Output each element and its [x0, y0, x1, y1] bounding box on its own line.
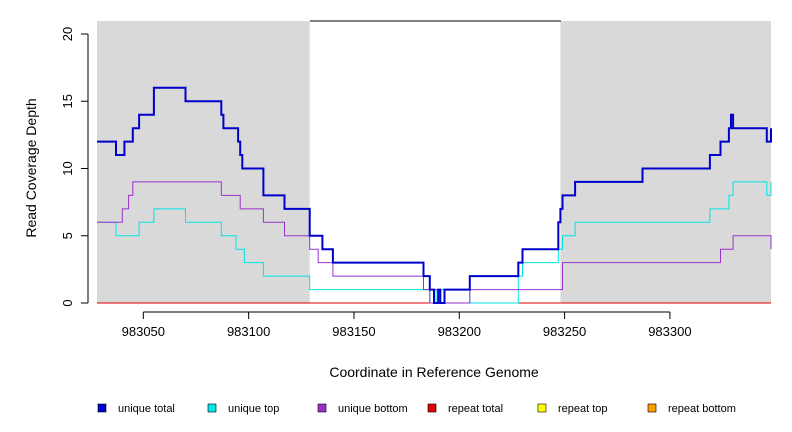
legend-label-repeat-bottom: repeat bottom	[668, 403, 736, 415]
series-line-unique-total	[97, 86, 772, 304]
y-tick-label: 10	[60, 161, 75, 175]
shaded-regions	[97, 21, 771, 303]
y-tick-label: 0	[60, 299, 75, 306]
x-tick-label: 983300	[648, 324, 691, 339]
y-tick-label: 15	[60, 94, 75, 108]
legend-label-unique-total: unique total	[118, 403, 175, 415]
y-tick-label: 20	[60, 27, 75, 41]
x-tick-label: 983150	[332, 324, 375, 339]
series-lines	[97, 86, 772, 304]
legend-label-repeat-total: repeat total	[448, 403, 503, 415]
legend: unique total unique top unique bottom repea…	[97, 403, 736, 415]
legend-swatch-unique-top	[207, 403, 217, 413]
x-tick-label: 983100	[227, 324, 270, 339]
legend-swatch-unique-total	[97, 403, 107, 413]
x-axis: 983050 983100 983150 983200 983250 983300	[122, 311, 692, 339]
legend-swatch-repeat-top	[537, 403, 547, 413]
y-tick-label: 5	[60, 232, 75, 239]
legend-label-unique-top: unique top	[228, 403, 279, 415]
legend-swatch-repeat-bottom	[647, 403, 657, 413]
y-axis: 0 5 10 15 20	[60, 27, 89, 307]
shaded-region	[97, 21, 310, 303]
legend-label-unique-bottom: unique bottom	[338, 403, 408, 415]
series-line-unique-bottom	[97, 181, 772, 304]
x-tick-label: 983050	[122, 324, 165, 339]
x-tick-label: 983250	[543, 324, 586, 339]
legend-label-repeat-top: repeat top	[558, 403, 608, 415]
shaded-region	[560, 21, 771, 303]
legend-swatch-repeat-total	[427, 403, 437, 413]
x-axis-label: Coordinate in Reference Genome	[329, 364, 539, 380]
x-tick-label: 983200	[438, 324, 481, 339]
y-axis-label: Read Coverage Depth	[23, 98, 39, 237]
legend-swatch-unique-bottom	[317, 403, 327, 413]
